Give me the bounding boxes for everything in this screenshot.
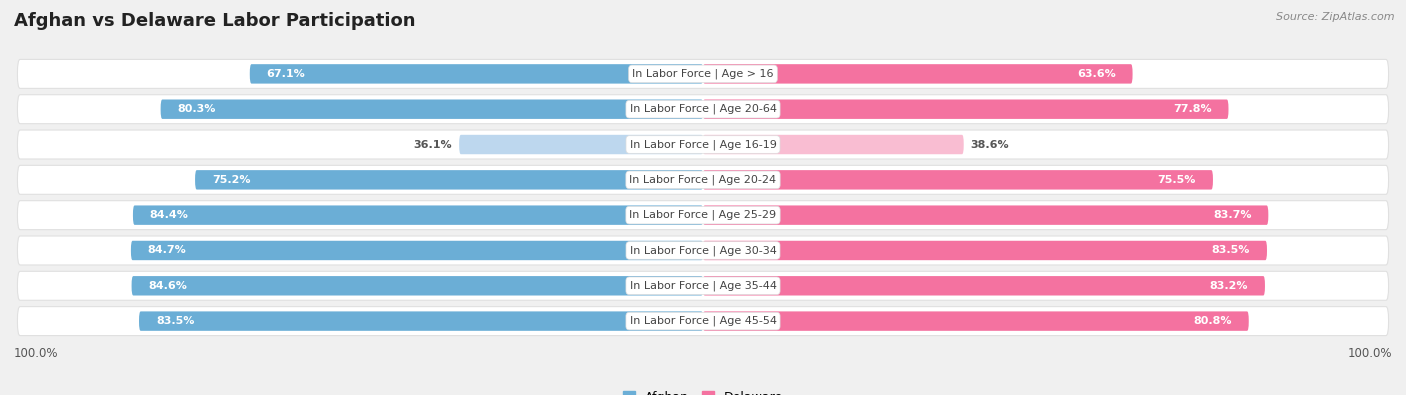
Text: 36.1%: 36.1% (413, 139, 453, 150)
Text: 84.7%: 84.7% (148, 245, 187, 256)
Text: 75.5%: 75.5% (1157, 175, 1197, 185)
Text: 84.4%: 84.4% (150, 210, 188, 220)
Text: 67.1%: 67.1% (267, 69, 305, 79)
Text: In Labor Force | Age 20-64: In Labor Force | Age 20-64 (630, 104, 776, 115)
Text: In Labor Force | Age 20-24: In Labor Force | Age 20-24 (630, 175, 776, 185)
FancyBboxPatch shape (160, 100, 703, 119)
Text: 83.5%: 83.5% (1212, 245, 1250, 256)
FancyBboxPatch shape (703, 205, 1268, 225)
Text: In Labor Force | Age 45-54: In Labor Force | Age 45-54 (630, 316, 776, 326)
FancyBboxPatch shape (139, 311, 703, 331)
FancyBboxPatch shape (17, 271, 1389, 300)
Text: In Labor Force | Age 30-34: In Labor Force | Age 30-34 (630, 245, 776, 256)
FancyBboxPatch shape (17, 130, 1389, 159)
Legend: Afghan, Delaware: Afghan, Delaware (619, 387, 787, 395)
FancyBboxPatch shape (703, 170, 1213, 190)
Text: 83.5%: 83.5% (156, 316, 194, 326)
FancyBboxPatch shape (17, 201, 1389, 229)
FancyBboxPatch shape (17, 166, 1389, 194)
FancyBboxPatch shape (131, 241, 703, 260)
Text: 63.6%: 63.6% (1077, 69, 1116, 79)
Text: 75.2%: 75.2% (212, 175, 250, 185)
FancyBboxPatch shape (703, 100, 1229, 119)
FancyBboxPatch shape (703, 311, 1249, 331)
FancyBboxPatch shape (17, 236, 1389, 265)
FancyBboxPatch shape (134, 205, 703, 225)
Text: 83.7%: 83.7% (1213, 210, 1251, 220)
FancyBboxPatch shape (703, 64, 1133, 84)
Text: In Labor Force | Age > 16: In Labor Force | Age > 16 (633, 69, 773, 79)
Text: 100.0%: 100.0% (1347, 346, 1392, 359)
FancyBboxPatch shape (17, 59, 1389, 88)
Text: 80.3%: 80.3% (177, 104, 217, 114)
FancyBboxPatch shape (703, 241, 1267, 260)
Text: 38.6%: 38.6% (970, 139, 1010, 150)
FancyBboxPatch shape (17, 95, 1389, 124)
Text: In Labor Force | Age 35-44: In Labor Force | Age 35-44 (630, 280, 776, 291)
Text: 80.8%: 80.8% (1194, 316, 1232, 326)
Text: Afghan vs Delaware Labor Participation: Afghan vs Delaware Labor Participation (14, 12, 416, 30)
FancyBboxPatch shape (195, 170, 703, 190)
FancyBboxPatch shape (703, 276, 1265, 295)
FancyBboxPatch shape (250, 64, 703, 84)
Text: Source: ZipAtlas.com: Source: ZipAtlas.com (1277, 12, 1395, 22)
Text: In Labor Force | Age 16-19: In Labor Force | Age 16-19 (630, 139, 776, 150)
FancyBboxPatch shape (132, 276, 703, 295)
Text: In Labor Force | Age 25-29: In Labor Force | Age 25-29 (630, 210, 776, 220)
Text: 84.6%: 84.6% (149, 281, 187, 291)
Text: 100.0%: 100.0% (14, 346, 59, 359)
Text: 83.2%: 83.2% (1209, 281, 1249, 291)
FancyBboxPatch shape (703, 135, 963, 154)
FancyBboxPatch shape (17, 307, 1389, 336)
FancyBboxPatch shape (460, 135, 703, 154)
Text: 77.8%: 77.8% (1173, 104, 1212, 114)
